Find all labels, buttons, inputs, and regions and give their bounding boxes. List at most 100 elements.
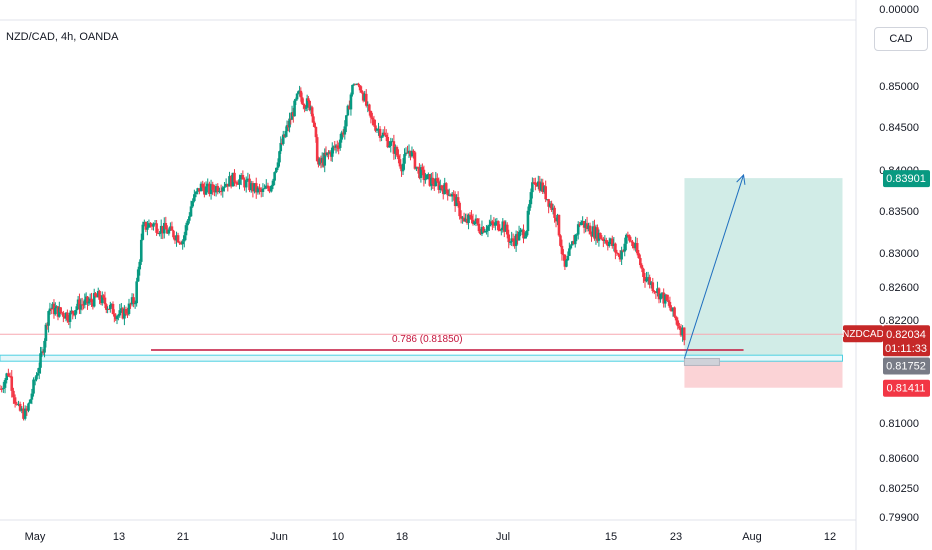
candle-body <box>278 151 281 163</box>
candle-body <box>418 167 421 178</box>
candle-body <box>505 224 509 235</box>
candle-body <box>566 255 570 261</box>
candle-body <box>587 225 590 230</box>
candle-body <box>269 185 273 192</box>
target-zone[interactable] <box>684 178 843 359</box>
candle-body <box>659 293 662 300</box>
candle-body <box>563 254 567 267</box>
y-tick-label: 0.80250 <box>879 483 919 495</box>
candle-body <box>576 224 580 235</box>
candle-body <box>351 84 354 95</box>
candle-body <box>159 225 163 234</box>
candle-body <box>397 155 400 160</box>
candle-body <box>264 185 268 189</box>
candle-body <box>626 234 630 236</box>
candle-body <box>189 206 193 217</box>
candle-body <box>361 92 365 101</box>
candle-body <box>400 166 403 172</box>
candle-body <box>139 239 143 262</box>
candle-body <box>682 327 686 341</box>
candle-body <box>404 152 408 155</box>
candle-body <box>674 316 678 321</box>
candle-body <box>271 180 275 186</box>
support-zone[interactable] <box>0 354 843 362</box>
candle-body <box>219 191 223 193</box>
candle-body <box>508 241 512 243</box>
candle-body <box>248 178 251 191</box>
candle-body <box>419 167 423 178</box>
candle-body <box>126 313 129 315</box>
candle-body <box>556 214 559 222</box>
candle-body <box>95 296 99 298</box>
candle-body <box>27 403 30 411</box>
y-tick-label: 0.81000 <box>879 418 919 430</box>
candle-body <box>36 373 40 376</box>
candle-body <box>679 328 683 336</box>
candle-body <box>241 175 245 180</box>
candle-body <box>628 235 631 241</box>
candle-body <box>150 224 154 227</box>
candle-body <box>368 104 371 111</box>
price-axis[interactable]: 0.000000.850000.845000.840000.835000.830… <box>879 4 919 524</box>
candle-body <box>435 178 439 182</box>
candle-body <box>416 166 420 168</box>
candle-body <box>594 227 598 239</box>
candle-body <box>52 303 56 315</box>
candle-body <box>281 134 285 144</box>
candle-body <box>343 126 347 135</box>
candle-body <box>22 408 25 419</box>
candle-body <box>169 226 172 230</box>
projection-arrow[interactable] <box>683 174 745 359</box>
symbol-title[interactable]: NZD/CAD, 4h, OANDA <box>6 31 119 43</box>
candle-body <box>198 188 201 192</box>
candle-body <box>519 230 522 232</box>
y-tick-label: 0.83000 <box>879 248 919 260</box>
candle-body <box>516 234 519 241</box>
candle-body <box>147 223 151 228</box>
candle-body <box>83 299 87 305</box>
candle-body <box>304 107 308 109</box>
candle-body <box>421 167 424 170</box>
candle-body <box>571 241 574 246</box>
price-tags-layer: 0.83901 NZDCAD 0.82034 01:11:33 0.81752 0.814… <box>842 170 930 397</box>
candle-body <box>433 184 436 187</box>
candle-body <box>228 176 231 187</box>
zones-layer <box>0 178 856 388</box>
candle-body <box>602 238 605 241</box>
x-tick-label: 23 <box>670 531 682 543</box>
candle-body <box>363 93 367 101</box>
candle-body <box>72 313 76 316</box>
candle-body <box>642 268 645 277</box>
candle-body <box>651 282 655 292</box>
candle-body <box>479 231 482 235</box>
candle-body <box>676 320 680 327</box>
candle-body <box>103 297 107 305</box>
candle-body <box>132 297 135 304</box>
candle-body <box>612 243 616 247</box>
x-tick-label: Jul <box>496 531 510 543</box>
candle-body <box>37 367 41 374</box>
candle-body <box>310 107 314 117</box>
time-axis[interactable]: May 13 21 Jun 10 18 Jul 15 23 Aug 12 <box>25 531 837 543</box>
candle-body <box>395 147 399 156</box>
candle-body <box>446 189 450 196</box>
candle-body <box>183 235 186 242</box>
candle-body <box>28 399 32 404</box>
candle-body <box>62 312 65 317</box>
candle-body <box>92 293 96 307</box>
candle-body <box>18 403 22 411</box>
candle-body <box>15 403 19 405</box>
candle-body <box>550 203 553 210</box>
candle-body <box>346 105 350 116</box>
candle-body <box>59 307 62 313</box>
candle-body <box>668 301 672 308</box>
candle-body <box>117 315 120 317</box>
entry-price-tag <box>883 357 930 375</box>
currency-button[interactable]: CAD <box>874 27 928 51</box>
candle-body <box>58 307 61 317</box>
candle-body <box>79 304 83 310</box>
candle-body <box>485 230 488 232</box>
y-tick-label: 0.82600 <box>879 282 919 294</box>
candle-body <box>136 269 140 282</box>
